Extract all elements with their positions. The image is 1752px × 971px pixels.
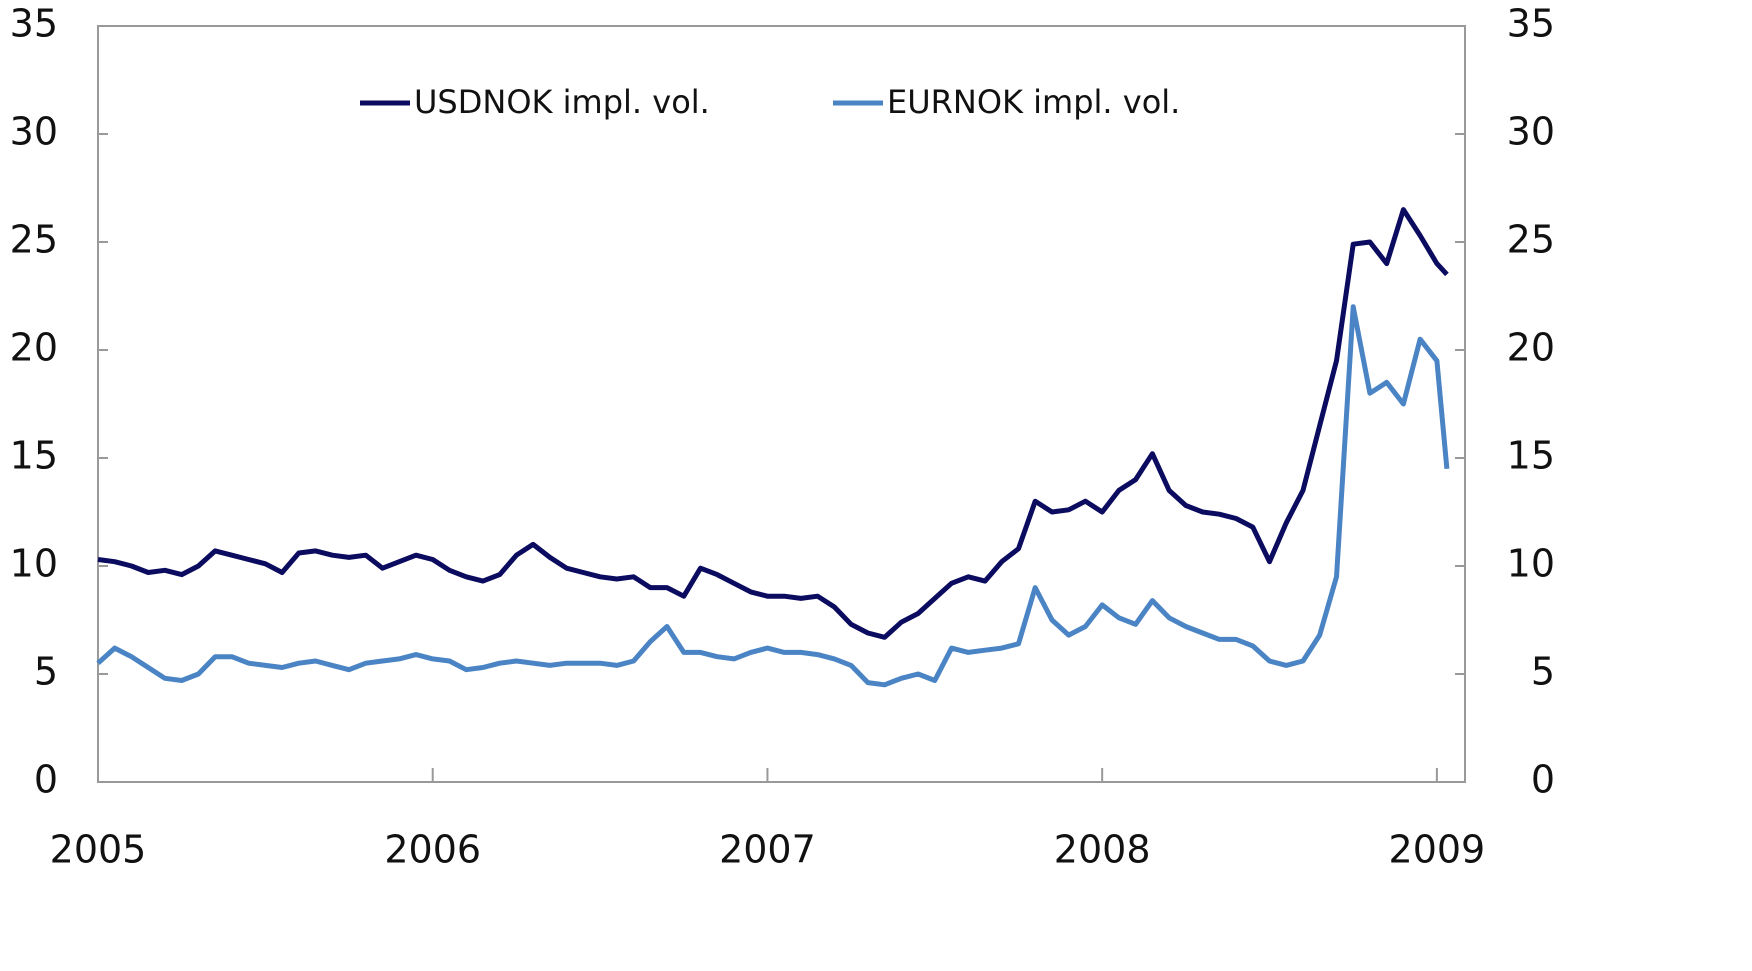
y2-tick-label: 0 bbox=[1531, 758, 1555, 802]
x-tick-label: 2005 bbox=[50, 828, 147, 872]
series-line bbox=[96, 304, 1450, 688]
y-tick-label: 20 bbox=[10, 326, 58, 370]
y-tick-label: 25 bbox=[10, 218, 58, 262]
legend-label: USDNOK impl. vol. bbox=[414, 83, 710, 121]
x-tick-label: 2009 bbox=[1389, 828, 1486, 872]
x-tick-label: 2007 bbox=[719, 828, 816, 872]
y2-tick-label: 5 bbox=[1531, 650, 1555, 694]
x-tick-label: 2008 bbox=[1054, 828, 1151, 872]
plot-frame bbox=[97, 25, 1466, 783]
y-tick-label: 15 bbox=[10, 434, 58, 478]
y-tick-label: 10 bbox=[10, 542, 58, 586]
y-tick-label: 5 bbox=[34, 650, 58, 694]
y-tick-label: 35 bbox=[10, 2, 58, 46]
y2-tick-label: 35 bbox=[1507, 2, 1555, 46]
x-tick-label: 2006 bbox=[384, 828, 481, 872]
y2-tick-label: 20 bbox=[1507, 326, 1555, 370]
y2-tick-label: 25 bbox=[1507, 218, 1555, 262]
y2-tick-label: 30 bbox=[1507, 110, 1555, 154]
y-tick-label: 30 bbox=[10, 110, 58, 154]
y2-tick-label: 10 bbox=[1507, 542, 1555, 586]
y-tick-label: 0 bbox=[34, 758, 58, 802]
y2-tick-label: 15 bbox=[1507, 434, 1555, 478]
series-line bbox=[97, 207, 1449, 640]
legend-label: EURNOK impl. vol. bbox=[887, 83, 1180, 121]
